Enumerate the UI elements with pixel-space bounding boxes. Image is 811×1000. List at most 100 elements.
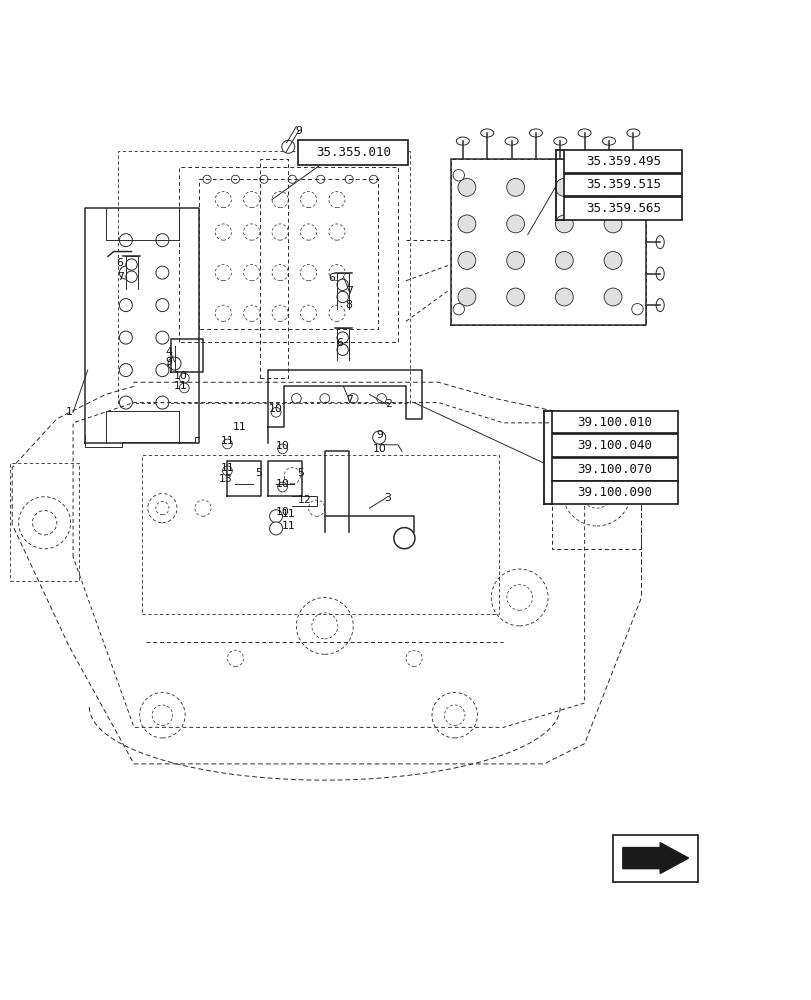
Text: 35.359.515: 35.359.515 xyxy=(585,178,660,191)
Circle shape xyxy=(156,396,169,409)
Bar xyxy=(551,411,677,433)
Circle shape xyxy=(156,364,169,377)
Text: 8: 8 xyxy=(345,300,352,310)
Text: 35.359.495: 35.359.495 xyxy=(585,155,660,168)
Text: 7: 7 xyxy=(117,272,123,282)
Text: 39.100.090: 39.100.090 xyxy=(577,486,652,499)
Circle shape xyxy=(345,175,353,183)
Circle shape xyxy=(281,140,294,153)
Text: 6: 6 xyxy=(328,273,334,283)
Bar xyxy=(612,835,697,882)
Circle shape xyxy=(119,331,132,344)
Text: 9: 9 xyxy=(295,126,302,136)
Circle shape xyxy=(603,215,621,233)
Circle shape xyxy=(126,259,137,270)
Text: 39.100.070: 39.100.070 xyxy=(577,463,652,476)
Text: 1: 1 xyxy=(66,407,72,417)
Text: 11: 11 xyxy=(281,521,294,531)
Text: 10: 10 xyxy=(173,371,187,381)
Circle shape xyxy=(316,175,324,183)
Bar xyxy=(564,197,681,220)
Bar xyxy=(551,481,677,504)
Circle shape xyxy=(457,215,475,233)
Circle shape xyxy=(369,175,377,183)
Circle shape xyxy=(555,178,573,196)
Ellipse shape xyxy=(577,129,590,137)
Circle shape xyxy=(337,279,348,291)
Circle shape xyxy=(156,331,169,344)
Circle shape xyxy=(156,299,169,312)
Bar xyxy=(142,455,499,614)
Text: 11: 11 xyxy=(174,381,187,391)
Circle shape xyxy=(231,175,239,183)
Text: 35.355.010: 35.355.010 xyxy=(315,146,390,159)
Circle shape xyxy=(260,175,268,183)
Text: 10: 10 xyxy=(268,404,283,414)
Text: 11: 11 xyxy=(233,422,246,432)
Text: 9: 9 xyxy=(376,430,383,440)
Text: 12: 12 xyxy=(298,495,311,505)
Text: 11: 11 xyxy=(221,436,234,446)
Circle shape xyxy=(506,178,524,196)
Ellipse shape xyxy=(626,129,639,137)
Circle shape xyxy=(222,466,232,476)
Text: 3: 3 xyxy=(384,493,391,503)
Ellipse shape xyxy=(602,137,615,145)
Bar xyxy=(551,434,677,457)
Text: 10: 10 xyxy=(275,507,290,517)
Text: 10: 10 xyxy=(275,479,290,489)
Circle shape xyxy=(453,303,464,315)
Circle shape xyxy=(271,407,281,417)
Circle shape xyxy=(555,288,573,306)
Text: 6: 6 xyxy=(336,338,342,348)
Circle shape xyxy=(203,175,211,183)
Circle shape xyxy=(119,396,132,409)
Text: 6: 6 xyxy=(117,258,123,268)
Text: 9: 9 xyxy=(165,357,172,367)
Text: 7: 7 xyxy=(345,395,352,405)
Circle shape xyxy=(291,394,301,403)
Circle shape xyxy=(372,431,385,444)
Text: 35.359.565: 35.359.565 xyxy=(585,202,660,215)
Bar xyxy=(450,159,645,325)
Circle shape xyxy=(337,291,348,303)
Ellipse shape xyxy=(655,173,663,186)
Circle shape xyxy=(603,252,621,269)
Circle shape xyxy=(603,178,621,196)
Text: 5: 5 xyxy=(255,468,261,478)
Circle shape xyxy=(288,175,296,183)
Ellipse shape xyxy=(504,137,517,145)
Text: 13: 13 xyxy=(219,474,232,484)
Text: 39.100.010: 39.100.010 xyxy=(577,416,652,429)
Circle shape xyxy=(337,344,348,355)
Bar xyxy=(118,151,410,403)
Circle shape xyxy=(168,357,181,370)
Bar xyxy=(564,150,681,173)
Text: 39.100.040: 39.100.040 xyxy=(577,439,652,452)
Text: 5: 5 xyxy=(297,468,303,478)
Text: 2: 2 xyxy=(384,399,391,409)
Circle shape xyxy=(506,215,524,233)
Circle shape xyxy=(376,394,386,403)
Circle shape xyxy=(269,522,282,535)
Circle shape xyxy=(222,439,232,449)
Circle shape xyxy=(555,252,573,269)
Text: 4: 4 xyxy=(165,347,172,357)
Polygon shape xyxy=(622,843,688,874)
Ellipse shape xyxy=(655,299,663,312)
Circle shape xyxy=(269,510,282,523)
Circle shape xyxy=(179,383,189,393)
Circle shape xyxy=(393,528,414,549)
Text: 11: 11 xyxy=(281,509,294,519)
Ellipse shape xyxy=(553,137,566,145)
Circle shape xyxy=(457,252,475,269)
Ellipse shape xyxy=(529,129,542,137)
Circle shape xyxy=(277,444,287,454)
Circle shape xyxy=(453,170,464,181)
Circle shape xyxy=(126,271,137,282)
Bar xyxy=(564,174,681,196)
Circle shape xyxy=(506,288,524,306)
Circle shape xyxy=(119,364,132,377)
Ellipse shape xyxy=(655,236,663,249)
Circle shape xyxy=(457,178,475,196)
